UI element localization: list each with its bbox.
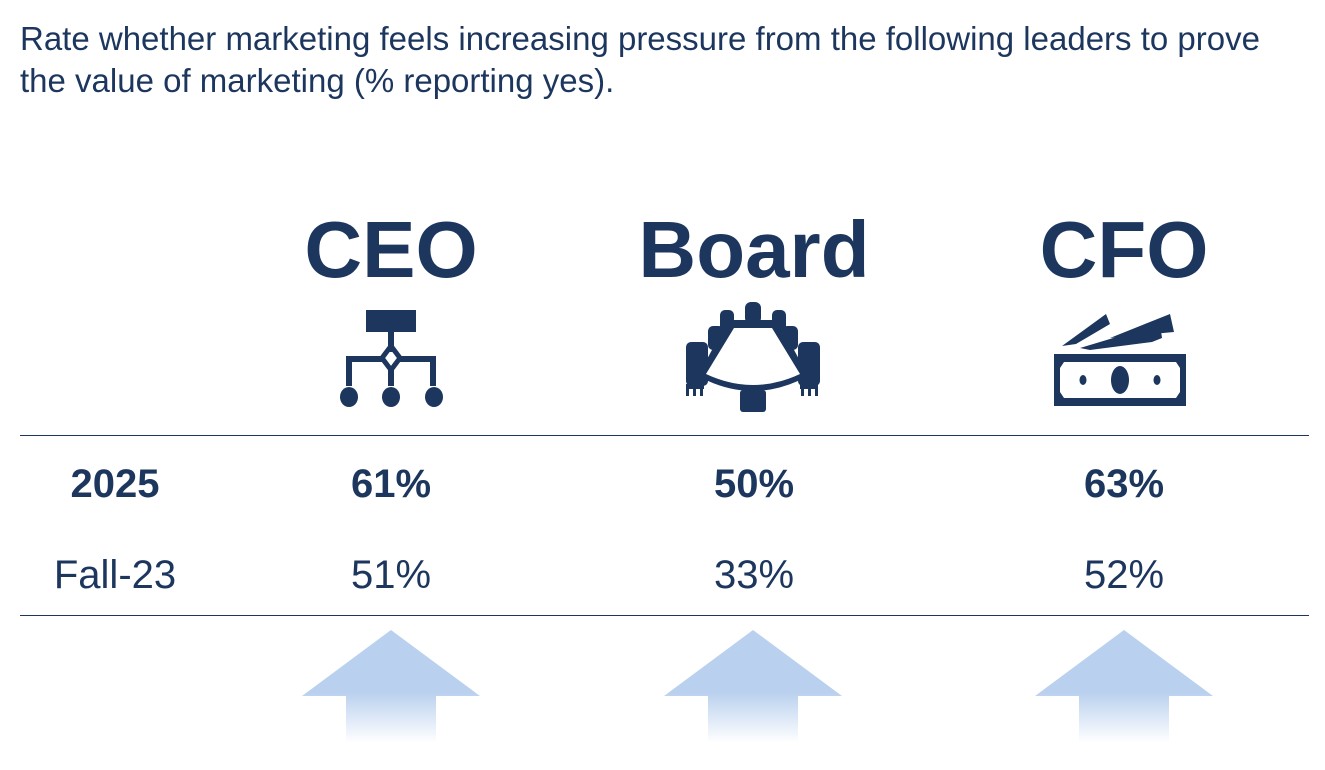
up-arrow-icon-ceo bbox=[302, 630, 480, 743]
top-divider bbox=[20, 435, 1309, 436]
boardroom-table-icon bbox=[686, 302, 820, 412]
header-board: Board bbox=[638, 205, 870, 294]
up-arrow-icon-board bbox=[664, 630, 842, 743]
value-ceo-fall-23: 51% bbox=[350, 553, 432, 597]
row-label-fall-23: Fall-23 bbox=[53, 553, 177, 597]
value-cfo-fall-23: 52% bbox=[1083, 553, 1165, 597]
header-ceo: CEO bbox=[304, 205, 478, 294]
up-arrow-icon-cfo bbox=[1035, 630, 1213, 743]
question-text: Rate whether marketing feels increasing … bbox=[20, 20, 1260, 99]
bottom-divider bbox=[20, 615, 1309, 616]
value-ceo-2025: 61% bbox=[350, 462, 432, 506]
value-board-fall-23: 33% bbox=[713, 553, 795, 597]
value-board-2025: 50% bbox=[713, 462, 795, 506]
money-bills-icon bbox=[1054, 314, 1186, 406]
header-cfo: CFO bbox=[1039, 205, 1209, 294]
org-chart-icon bbox=[340, 310, 443, 407]
row-label-2025: 2025 bbox=[70, 462, 160, 506]
value-cfo-2025: 63% bbox=[1083, 462, 1165, 506]
